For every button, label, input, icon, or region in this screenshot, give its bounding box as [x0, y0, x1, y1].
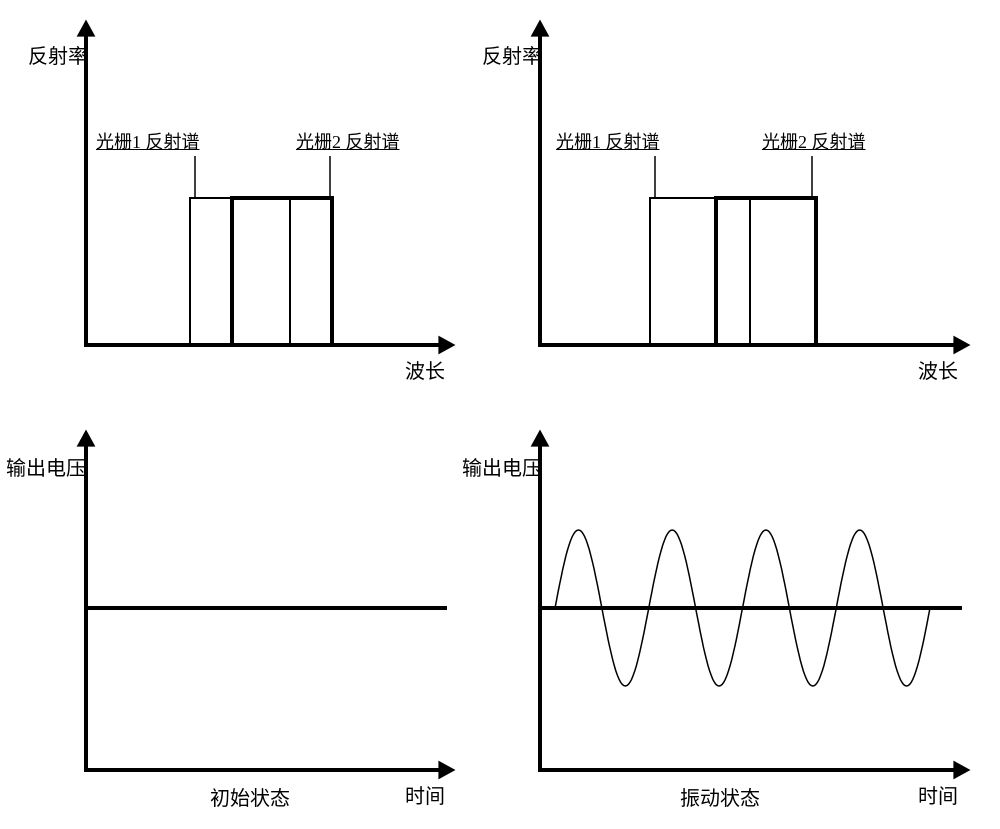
br-y-label: 输出电压	[462, 452, 542, 481]
tl-callout-2: 光栅2 反射谱	[296, 128, 400, 154]
tr-callout-1: 光栅1 反射谱	[556, 128, 660, 154]
bl-x-label: 时间	[405, 780, 445, 809]
figure-canvas: 反射率 波长 光栅1 反射谱 光栅2 反射谱 反射率 波长 光栅1 反射谱 光栅…	[0, 0, 1000, 829]
tr-x-label: 波长	[918, 355, 958, 384]
tl-y-label: 反射率	[28, 40, 88, 69]
bl-caption: 初始状态	[210, 782, 290, 811]
tl-callout-1: 光栅1 反射谱	[96, 128, 200, 154]
tr-callout-2: 光栅2 反射谱	[762, 128, 866, 154]
tl-x-label: 波长	[405, 355, 445, 384]
bl-y-label: 输出电压	[6, 452, 86, 481]
figure-svg	[0, 0, 1000, 829]
tr-y-label: 反射率	[482, 40, 542, 69]
br-x-label: 时间	[918, 780, 958, 809]
br-caption: 振动状态	[680, 782, 760, 811]
